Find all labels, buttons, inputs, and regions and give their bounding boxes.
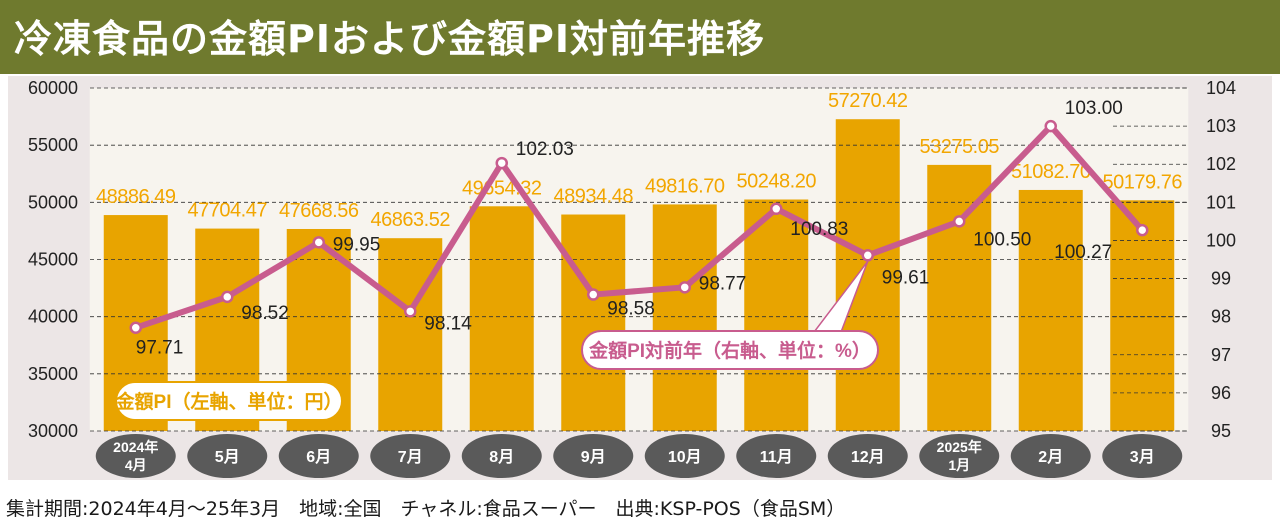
footnote: 集計期間:2024年4月～25年3月 地域:全国 チャネル:食品スーパー 出典:…: [6, 498, 846, 520]
category-label: 7月: [398, 448, 423, 466]
left-axis-tick-label: 30000: [28, 421, 78, 441]
bar-value-label: 47704.47: [188, 200, 268, 222]
right-axis-tick-label: 95: [1211, 421, 1231, 441]
line-point: [312, 236, 325, 249]
bar: [927, 164, 992, 431]
line-legend-pill: [581, 330, 879, 370]
left-axis-tick-label: 60000: [28, 78, 78, 98]
chart-title: 冷凍食品の金額PIおよび金額PI対前年推移: [14, 17, 765, 61]
category-pill: [553, 434, 634, 478]
line-point: [495, 156, 508, 170]
category-pill: [461, 434, 542, 478]
category-label: 3月: [1130, 448, 1155, 466]
line-series: [134, 123, 1145, 331]
line-point: [1136, 223, 1149, 237]
bar-value-label: 51082.70: [1011, 161, 1091, 183]
line-point: [953, 215, 966, 228]
line-value-label: 102.03: [516, 139, 574, 160]
line-value-label: 97.71: [136, 338, 184, 359]
line-point: [1044, 119, 1057, 133]
bar: [652, 204, 717, 431]
category-pill: [919, 434, 1000, 478]
left-axis-tick-label: 50000: [28, 192, 78, 212]
line-value-label: 98.14: [424, 313, 472, 334]
bar-legend-label: 金額PI（左軸、単位：円）: [115, 390, 343, 413]
category-label: 10月: [668, 448, 702, 466]
bar-legend-pill: [115, 381, 343, 421]
line-point: [129, 321, 142, 334]
category-pill: [278, 434, 359, 478]
bar-value-label: 49816.70: [645, 175, 725, 197]
category-label: 8月: [489, 448, 514, 466]
category-label: 1月: [948, 457, 970, 473]
bar-value-label: 50248.20: [737, 170, 817, 192]
line-value-label: 99.95: [333, 234, 381, 255]
category-pill: [736, 434, 817, 478]
bar-value-label: 50179.76: [1103, 171, 1183, 193]
line-point: [404, 305, 417, 318]
category-label: 5月: [215, 448, 240, 466]
bar-value-label: 53275.05: [920, 136, 1000, 158]
category-label: 6月: [306, 448, 331, 466]
left-axis-tick-label: 45000: [28, 250, 78, 270]
line-point: [861, 249, 874, 262]
bar-value-label: 57270.42: [828, 90, 908, 112]
right-axis-tick-label: 98: [1211, 307, 1231, 327]
right-axis-tick-label: 101: [1206, 192, 1236, 212]
bar-value-label: 48886.49: [96, 186, 176, 208]
category-label: 2024年: [113, 439, 158, 455]
line-point: [678, 281, 691, 294]
line-value-label: 98.77: [699, 273, 747, 294]
chart-svg: 30000 35000 40000 45000 50000 55000 60000 95 96 9…: [28, 78, 1236, 478]
category-pill: [187, 434, 268, 478]
right-axis-tick-label: 97: [1211, 345, 1231, 365]
category-label: 12月: [851, 448, 885, 466]
line-legend-label: 金額PI対前年（右軸、単位：%）: [588, 339, 871, 362]
line-point: [587, 288, 600, 301]
bar: [561, 214, 626, 431]
category-label: 11月: [760, 448, 793, 466]
category-label: 9月: [581, 448, 606, 466]
left-axis-tick-label: 35000: [28, 364, 78, 384]
chart-area: 30000 35000 40000 45000 50000 55000 60000 95 96 9…: [8, 76, 1272, 480]
line-value-label: 100.83: [790, 219, 848, 240]
right-axis-tick-label: 103: [1206, 116, 1236, 136]
right-axis-tick-label: 102: [1206, 154, 1236, 174]
bar: [378, 238, 443, 431]
left-axis-tick-label: 40000: [28, 307, 78, 327]
line-value-label: 98.52: [241, 303, 289, 324]
line-value-label: 100.50: [973, 229, 1031, 250]
right-axis-tick-label: 99: [1211, 269, 1231, 289]
line-value-label: 99.61: [882, 267, 930, 288]
category-label: 2月: [1038, 448, 1063, 466]
category-pill: [95, 434, 176, 478]
bar-value-label: 46863.52: [371, 209, 451, 231]
bar: [835, 119, 900, 432]
bar: [469, 206, 534, 431]
category-label: 4月: [125, 457, 147, 473]
category-pill: [1010, 434, 1091, 478]
category-pill: [1102, 434, 1183, 478]
category-label: 2025年: [937, 439, 982, 455]
right-axis-tick-label: 100: [1206, 230, 1236, 250]
right-axis-tick-label: 104: [1206, 78, 1236, 98]
line-value-label: 100.27: [1054, 242, 1112, 263]
right-axis-tick-label: 96: [1211, 383, 1231, 403]
category-pill: [644, 434, 725, 478]
bar: [744, 199, 809, 431]
line-value-label: 103.00: [1065, 98, 1123, 119]
bar-value-label: 47668.56: [279, 200, 359, 222]
title-bar: 冷凍食品の金額PIおよび金額PI対前年推移: [0, 0, 1280, 74]
line-value-label: 98.58: [607, 299, 655, 320]
line-point: [221, 290, 234, 304]
category-pill: [370, 434, 451, 478]
bar: [1018, 189, 1083, 431]
bar-value-label: 48934.48: [554, 186, 634, 208]
left-axis-tick-label: 55000: [28, 135, 78, 155]
line-point: [770, 202, 783, 216]
category-pill: [827, 434, 908, 478]
bar-value-label: 49654.32: [462, 177, 542, 199]
